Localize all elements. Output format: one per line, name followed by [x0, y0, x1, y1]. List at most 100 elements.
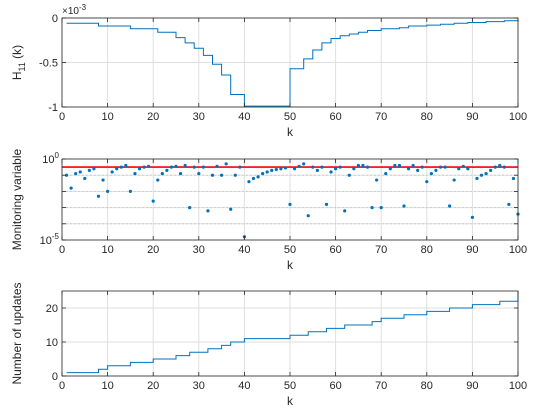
data-point [397, 163, 402, 168]
data-point [461, 164, 465, 168]
data-point [338, 165, 342, 169]
x-tick-label: 0 [59, 111, 65, 123]
y-axis-exponent-power: -3 [79, 3, 87, 12]
data-point [452, 178, 456, 182]
data-point [484, 171, 488, 176]
data-point [479, 173, 484, 177]
data-point [92, 167, 96, 171]
data-point [96, 194, 101, 198]
data-point [347, 173, 351, 177]
data-point [238, 165, 242, 169]
data-point [229, 207, 233, 211]
data-point [261, 171, 265, 176]
data-point [352, 167, 356, 171]
data-point [297, 164, 301, 168]
x-tick-label: 70 [375, 244, 387, 256]
x-tick-label: 20 [147, 244, 159, 256]
data-point [210, 173, 215, 177]
data-point [425, 180, 429, 184]
data-point [156, 178, 160, 182]
y-tick-label-power: -5 [52, 232, 60, 241]
data-point [361, 163, 365, 168]
data-point [124, 163, 128, 168]
x-tick-label: 10 [101, 380, 113, 392]
x-tick-label: 40 [238, 111, 250, 123]
data-point [365, 165, 370, 169]
x-tick-label: 90 [466, 380, 478, 392]
series-line [66, 20, 518, 107]
y-tick-label: 10 [46, 337, 58, 349]
data-point [78, 170, 82, 174]
data-point [137, 167, 142, 171]
y-axis-label: Monitoring variable [10, 148, 24, 250]
data-point [470, 215, 474, 219]
data-point [402, 204, 406, 208]
data-point [324, 202, 329, 206]
data-point [201, 165, 205, 169]
data-point [174, 164, 178, 168]
data-point [83, 176, 87, 181]
y-axis-label-subscript: 11 [17, 62, 27, 71]
data-point [256, 175, 260, 179]
y-tick-label-base: 10 [42, 154, 54, 166]
data-point [251, 176, 256, 181]
data-point [356, 163, 360, 168]
x-tick-label: 10 [101, 111, 113, 123]
data-point [283, 166, 288, 170]
x-tick-label: 80 [421, 111, 433, 123]
data-point [502, 165, 506, 169]
data-point [438, 165, 443, 169]
data-point [493, 165, 497, 169]
data-point [220, 173, 224, 177]
y-tick-label: -1 [48, 102, 58, 114]
data-point [74, 171, 78, 176]
data-point [288, 202, 292, 206]
data-point [106, 189, 110, 193]
data-point [507, 202, 511, 206]
data-point [115, 167, 119, 171]
data-point [306, 214, 310, 218]
y-axis-label-suffix: (k) [10, 45, 24, 62]
data-point [334, 167, 338, 171]
x-tick-label: 50 [284, 111, 296, 123]
data-point [247, 180, 251, 184]
series-line [66, 294, 519, 374]
data-point [69, 186, 73, 190]
data-point [343, 209, 347, 213]
data-point [489, 168, 493, 172]
y-tick-label: 0 [52, 371, 58, 383]
data-point [119, 165, 123, 169]
y-tick-label-power: 0 [55, 151, 60, 160]
data-point [406, 167, 411, 171]
data-point [457, 167, 461, 171]
y-axis-label-main: H [10, 72, 24, 81]
data-point [429, 171, 433, 176]
x-tick-label: 80 [421, 244, 433, 256]
x-tick-label: 80 [421, 380, 433, 392]
x-tick-label: 40 [238, 380, 250, 392]
x-tick-label: 60 [329, 244, 341, 256]
data-point [302, 162, 306, 166]
y-tick-label: 10-5 [40, 232, 60, 247]
y-tick-label: 100 [42, 151, 59, 166]
x-tick-label: 90 [466, 244, 478, 256]
x-tick-label: 100 [509, 244, 527, 256]
x-tick-label: 0 [59, 244, 65, 256]
data-point [443, 165, 447, 169]
data-point [183, 163, 187, 168]
y-axis-label: H11 (k) [10, 45, 27, 80]
x-tick-label: 30 [193, 380, 205, 392]
y-axis-label: Number of updates [10, 282, 24, 384]
x-tick-label: 90 [466, 111, 478, 123]
data-point [224, 162, 228, 166]
chart-h11: 0 10 20 30 40 50 60 70 80 90 100 -1 -0.5 0 k H11 (k) ×10… [10, 3, 527, 139]
data-point [192, 165, 196, 169]
data-point [64, 173, 69, 177]
data-point [128, 189, 132, 193]
data-point [292, 167, 297, 171]
data-point [233, 173, 237, 177]
y-tick-label-base: 10 [40, 235, 52, 247]
data-point [133, 171, 137, 176]
data-point [165, 168, 169, 172]
